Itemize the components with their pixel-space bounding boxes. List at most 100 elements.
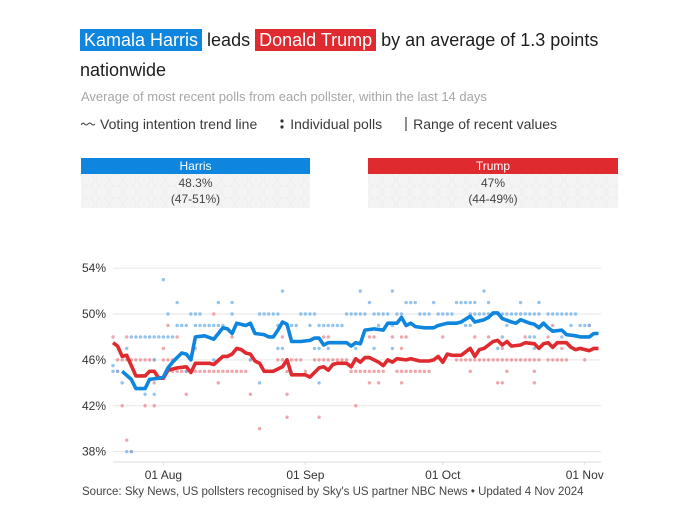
headline-rest: by an average of 1.3 points nationwide: [80, 30, 599, 80]
legend-label: Individual polls: [290, 116, 383, 132]
harris-poll-dot: [161, 335, 166, 339]
trump-poll-dot: [138, 358, 143, 362]
harris-poll-dot: [505, 323, 509, 328]
harris-poll-dot: [207, 323, 211, 328]
trump-poll-dot: [166, 358, 170, 362]
trump-poll-dot: [523, 358, 527, 362]
trump-poll-dot: [477, 358, 482, 362]
harris-poll-dot: [560, 335, 564, 339]
trump-poll-dot: [413, 369, 417, 374]
trump-poll-dot: [326, 335, 330, 339]
harris-poll-dot: [212, 358, 216, 362]
vertical-bar-icon: [405, 117, 407, 131]
trump-poll-dot: [550, 323, 555, 328]
harris-poll-dot: [289, 323, 294, 328]
trump-poll-dot: [486, 335, 491, 339]
y-tick-label: 46%: [82, 353, 106, 367]
trump-poll-dot: [468, 369, 472, 374]
trump-poll-dot: [120, 358, 124, 362]
trump-poll-dot: [390, 335, 395, 339]
harris-poll-dot: [532, 346, 537, 351]
harris-poll-dot: [528, 335, 532, 339]
harris-poll-dot: [202, 323, 207, 328]
harris-poll-dot: [317, 381, 321, 385]
trump-poll-dot: [496, 381, 500, 385]
trump-poll-dot: [404, 335, 408, 339]
trump-poll-dot: [180, 369, 184, 374]
trump-poll-dot: [399, 335, 404, 339]
x-tick-label: 01 Sep: [286, 468, 324, 482]
legend-item-polls: Individual polls: [279, 116, 382, 132]
harris-poll-dot: [294, 323, 298, 328]
harris-poll-dot: [468, 300, 472, 305]
harris-card-body: 48.3% (47-51%): [81, 174, 310, 208]
harris-poll-dot: [326, 346, 330, 351]
trump-poll-dot: [550, 358, 555, 362]
trump-poll-dot: [381, 369, 385, 374]
harris-poll-dot: [532, 335, 537, 339]
harris-poll-dot: [354, 312, 358, 316]
harris-poll-dot: [335, 323, 340, 328]
trump-name-highlight: Donald Trump: [255, 29, 377, 51]
harris-poll-dot: [578, 323, 582, 328]
harris-poll-dot: [276, 312, 280, 316]
legend-label: Range of recent values: [413, 116, 558, 132]
harris-trend-line: [121, 311, 599, 391]
trump-poll-dot: [509, 358, 514, 362]
harris-poll-dot: [381, 312, 385, 316]
harris-poll-dot: [308, 323, 312, 328]
harris-poll-dot: [193, 312, 198, 316]
trump-poll-dot: [500, 381, 504, 385]
harris-poll-dot: [390, 289, 395, 293]
harris-poll-dot: [413, 300, 417, 305]
harris-poll-dot: [390, 346, 395, 351]
harris-poll-dot: [248, 358, 253, 362]
harris-poll-dot: [441, 312, 445, 316]
headline: Kamala Harris leads Donald Trump by an a…: [80, 25, 640, 85]
trump-poll-dot: [486, 358, 491, 362]
harris-poll-dot: [111, 363, 115, 368]
y-tick-label: 38%: [82, 445, 106, 459]
harris-poll-dot: [569, 323, 573, 328]
trump-poll-dot: [184, 392, 188, 396]
harris-poll-dot: [125, 346, 129, 351]
trump-poll-dot: [234, 369, 239, 374]
harris-poll-dot: [583, 323, 587, 328]
harris-poll-dot: [344, 312, 349, 316]
harris-poll-dot: [129, 335, 134, 339]
poll-dots: [111, 277, 592, 454]
trump-poll-dot: [248, 392, 253, 396]
trump-poll-dot: [221, 369, 225, 374]
trump-poll-dot: [514, 358, 518, 362]
harris-poll-dot: [454, 300, 459, 305]
x-tick-label: 01 Nov: [566, 468, 604, 482]
harris-poll-dot: [422, 312, 427, 316]
harris-poll-dot: [276, 346, 280, 351]
trump-poll-dot: [363, 369, 367, 374]
trump-summary-card: Trump 47% (44-49%): [368, 158, 618, 208]
harris-poll-dot: [147, 335, 152, 339]
trump-poll-dot: [354, 404, 358, 408]
y-tick-label: 54%: [82, 261, 106, 275]
trump-poll-dot: [354, 369, 358, 374]
dot-pair-icon: [280, 119, 284, 129]
trump-poll-dot: [372, 369, 376, 374]
harris-poll-dot: [175, 300, 179, 305]
harris-average: 48.3%: [178, 176, 213, 190]
legend: Voting intention trend line Individual p…: [81, 116, 579, 132]
harris-poll-dot: [376, 323, 381, 328]
harris-poll-dot: [372, 346, 376, 351]
trump-poll-dot: [532, 358, 537, 362]
harris-poll-dot: [358, 289, 363, 293]
trump-poll-dot: [276, 358, 280, 362]
harris-poll-dot: [514, 312, 518, 316]
trump-poll-dot: [560, 346, 564, 351]
trend-lines: [111, 311, 599, 391]
harris-poll-dot: [170, 335, 175, 339]
trump-poll-dot: [321, 335, 326, 339]
trump-poll-dot: [349, 369, 353, 374]
harris-poll-dot: [184, 323, 188, 328]
harris-poll-dot: [120, 381, 124, 385]
trump-poll-dot: [532, 381, 537, 385]
trump-poll-dot: [537, 358, 541, 362]
